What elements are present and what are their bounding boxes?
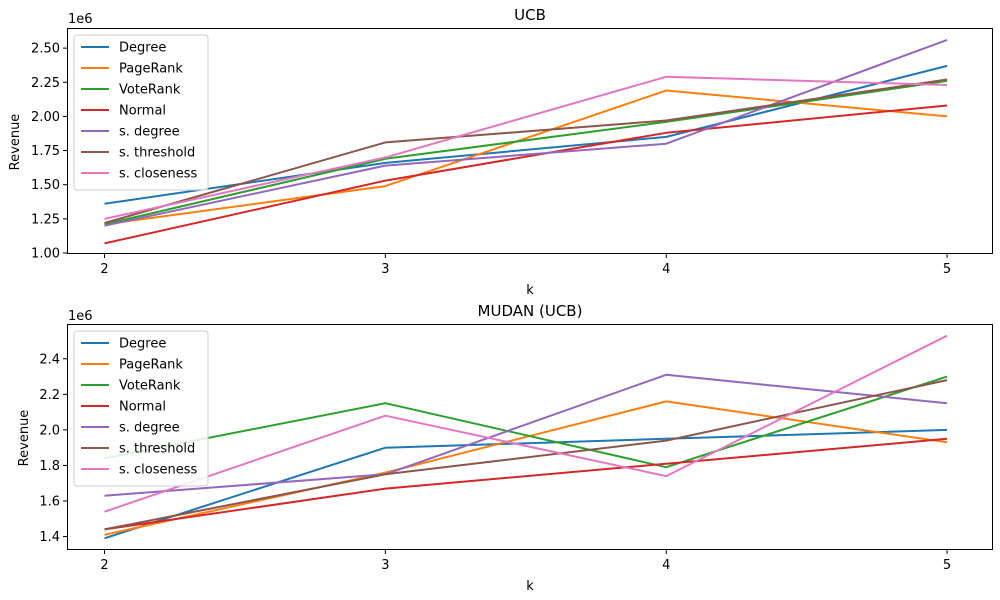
x-tick-label: 4 [662,558,670,573]
series-line-normal [104,104,948,245]
y-tick-label: 1.75 [31,144,60,159]
y-offset-label: 1e6 [68,309,93,324]
series-line-normal [104,437,948,531]
x-tick-label: 2 [100,262,108,277]
legend-label-s-closeness: s. closeness [119,463,198,478]
legend-label-s-degree: s. degree [119,125,180,140]
legend-label-normal: Normal [119,104,166,119]
series-line-pagerank [104,89,948,226]
y-tick-label: 2.25 [31,76,60,91]
series-line-s-degree [104,373,948,497]
x-tick-label: 3 [381,262,389,277]
series-line-s-degree [104,38,948,227]
series-line-s-closeness [104,334,948,513]
y-ticks: 1.00 1.25 1.50 1.75 2.00 2.25 2.50 [31,42,68,262]
x-tick-label: 5 [943,262,951,277]
series-group [104,334,948,540]
subplot-mudan-ucb: MUDAN (UCB) 1e6 Revenue k 1.4 1.6 1.8 2.0 2.… [17,302,993,594]
subplot-title: UCB [514,6,546,24]
legend-label-s-threshold: s. threshold [119,146,195,161]
y-tick-label: 1.8 [39,459,60,474]
series-line-voterank [104,79,948,226]
y-ticks: 1.4 1.6 1.8 2.0 2.2 2.4 [39,352,68,545]
x-tick-label: 4 [662,262,670,277]
plot-frame [67,324,993,550]
legend-label-degree: Degree [119,41,166,56]
legend-label-normal: Normal [119,400,166,415]
plot-frame [67,28,993,254]
subplot-title: MUDAN (UCB) [478,302,583,320]
x-tick-label: 3 [381,558,389,573]
y-tick-label: 1.50 [31,178,60,193]
legend-label-pagerank: PageRank [119,358,183,373]
legend-label-voterank: VoteRank [119,379,181,394]
subplot-ucb: UCB 1e6 Revenue k 1.00 1.25 1.50 1.75 2.00 2.… [8,6,993,298]
y-offset-label: 1e6 [68,12,93,27]
legend-label-voterank: VoteRank [119,83,181,98]
x-tick-label: 5 [943,558,951,573]
series-line-s-closeness [104,75,948,220]
series-line-s-threshold [104,78,948,224]
y-tick-label: 2.4 [39,352,60,367]
y-axis-label: Revenue [8,114,23,171]
legend-label-degree: Degree [119,337,166,352]
legend: Degree PageRank VoteRank Normal s. degree s. … [73,34,209,191]
y-tick-label: 2.00 [31,110,60,125]
y-tick-label: 2.2 [39,388,60,403]
x-axis-label: k [526,579,534,594]
series-line-voterank [104,375,948,469]
series-group [104,38,948,245]
series-line-degree [104,428,948,540]
y-axis-label: Revenue [17,410,32,467]
y-tick-label: 1.00 [31,247,60,262]
legend-label-s-degree: s. degree [119,421,180,436]
legend-label-s-closeness: s. closeness [119,167,198,182]
legend: Degree PageRank VoteRank Normal s. degree s. … [73,330,209,487]
legend-label-s-threshold: s. threshold [119,442,195,457]
legend-label-pagerank: PageRank [119,62,183,77]
y-tick-label: 1.6 [39,495,60,510]
y-tick-label: 2.0 [39,423,60,438]
y-tick-label: 1.4 [39,530,60,545]
y-tick-label: 1.25 [31,212,60,227]
x-tick-label: 2 [100,558,108,573]
y-tick-label: 2.50 [31,42,60,57]
x-axis-label: k [526,283,534,298]
series-line-s-threshold [104,379,948,531]
